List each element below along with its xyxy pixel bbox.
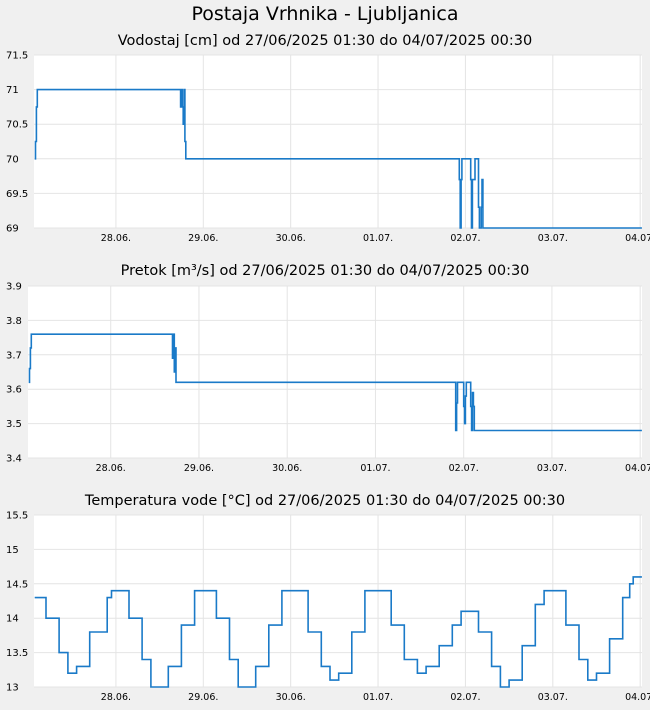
x-tick-label: 28.06. — [101, 233, 131, 244]
page-title: Postaja Vrhnika - Ljubljanica — [191, 3, 459, 25]
y-tick-label: 69 — [6, 224, 19, 235]
chart-title: Vodostaj [cm] od 27/06/2025 01:30 do 04/… — [118, 33, 532, 49]
y-tick-label: 70.5 — [6, 120, 28, 131]
x-tick-label: 28.06. — [101, 692, 131, 703]
y-tick-label: 13.5 — [6, 648, 28, 659]
series-line — [34, 88, 642, 229]
x-tick-label: 29.06. — [188, 233, 218, 244]
x-tick-label: 28.06. — [96, 463, 126, 474]
y-tick-label: 13 — [6, 683, 19, 694]
plot-area — [34, 55, 642, 228]
plot-area — [28, 286, 642, 458]
plot-area — [34, 515, 642, 687]
chart-title: Temperatura vode [°C] od 27/06/2025 01:3… — [84, 493, 565, 509]
chart-title: Pretok [m³/s] od 27/06/2025 01:30 do 04/… — [121, 263, 530, 279]
chart-1: Vodostaj [cm] od 27/06/2025 01:30 do 04/… — [6, 33, 650, 244]
y-tick-label: 14.5 — [6, 579, 28, 590]
x-tick-label: 04.07. — [625, 233, 650, 244]
y-tick-label: 14 — [6, 614, 19, 625]
x-tick-label: 04.07. — [625, 463, 650, 474]
y-tick-label: 3.7 — [6, 350, 22, 361]
x-tick-label: 03.07. — [538, 233, 568, 244]
x-tick-label: 02.07. — [450, 233, 480, 244]
chart-2: Pretok [m³/s] od 27/06/2025 01:30 do 04/… — [6, 263, 650, 474]
x-tick-label: 29.06. — [184, 463, 214, 474]
x-tick-label: 02.07. — [449, 463, 479, 474]
series-line — [34, 576, 642, 688]
y-tick-label: 15.5 — [6, 511, 28, 522]
x-tick-label: 02.07. — [450, 692, 480, 703]
series-line — [28, 333, 642, 432]
y-tick-label: 71 — [6, 85, 19, 96]
y-tick-label: 3.5 — [6, 419, 22, 430]
x-tick-label: 01.07. — [363, 692, 393, 703]
x-tick-label: 01.07. — [360, 463, 390, 474]
x-tick-label: 03.07. — [537, 463, 567, 474]
y-tick-label: 15 — [6, 545, 19, 556]
x-tick-label: 29.06. — [188, 692, 218, 703]
y-tick-label: 71.5 — [6, 51, 28, 62]
y-tick-label: 3.4 — [6, 454, 22, 465]
x-tick-label: 30.06. — [272, 463, 302, 474]
y-tick-label: 3.6 — [6, 385, 22, 396]
y-tick-label: 70 — [6, 154, 19, 165]
y-tick-label: 3.9 — [6, 282, 22, 293]
x-tick-label: 03.07. — [538, 692, 568, 703]
x-tick-label: 04.07. — [625, 692, 650, 703]
x-tick-label: 01.07. — [363, 233, 393, 244]
x-tick-label: 30.06. — [276, 233, 306, 244]
chart-3: Temperatura vode [°C] od 27/06/2025 01:3… — [6, 493, 650, 703]
x-tick-label: 30.06. — [276, 692, 306, 703]
y-tick-label: 69.5 — [6, 189, 28, 200]
y-tick-label: 3.8 — [6, 316, 22, 327]
